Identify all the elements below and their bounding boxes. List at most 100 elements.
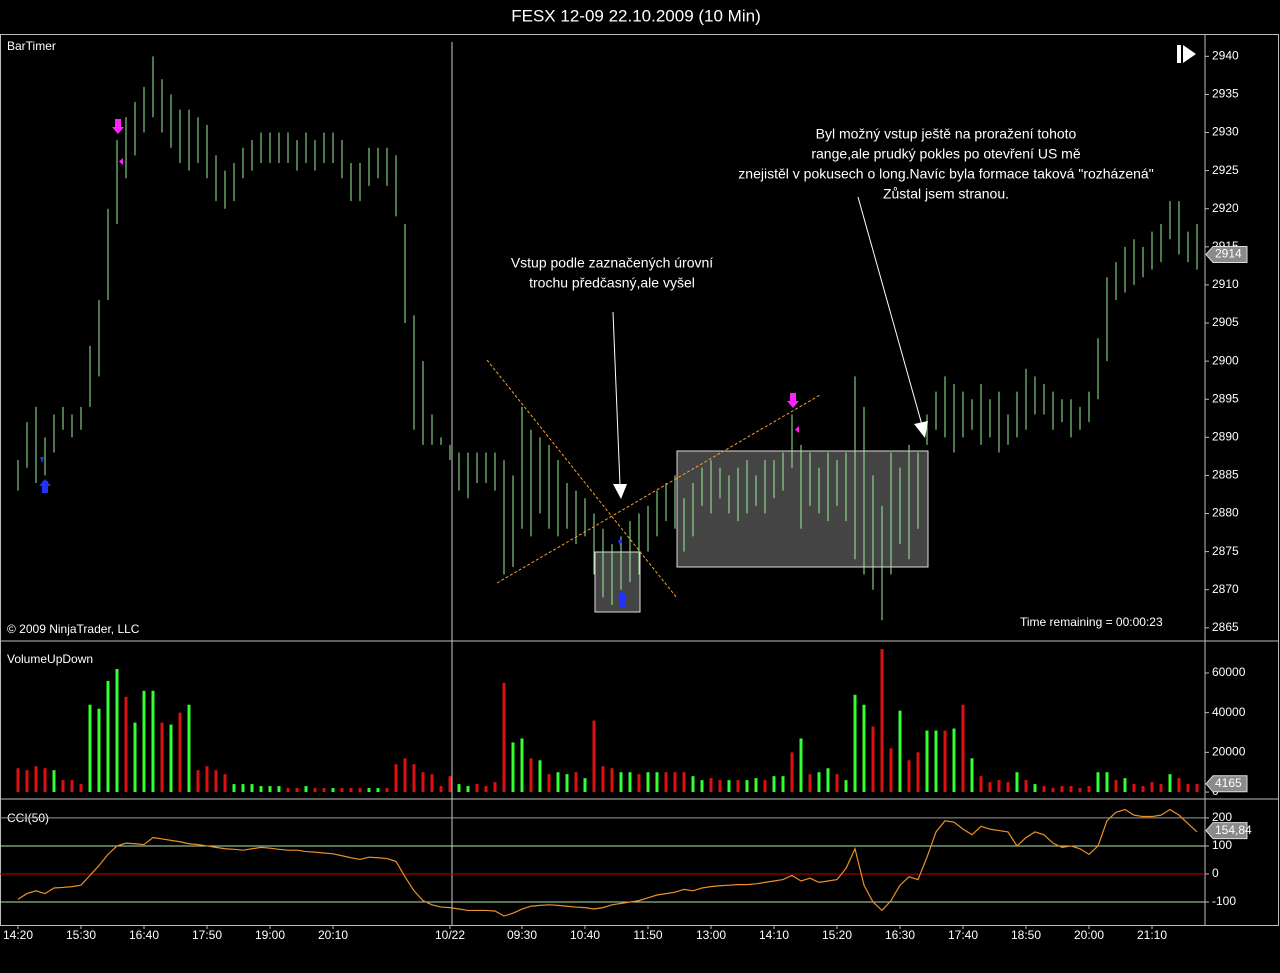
volume-bar [547,774,551,793]
volume-bar [1087,786,1091,793]
volume-bar [1024,780,1028,793]
volume-bar [691,776,695,793]
y-tick-label: 2920 [1212,201,1239,215]
y-tick-label: 2940 [1212,49,1239,63]
volume-bar [169,724,173,793]
volume-bar [718,780,722,793]
volume-bar [1141,786,1145,793]
x-tick-label: 09:30 [507,928,537,942]
volume-bar [754,778,758,793]
scroll-end-button[interactable] [1183,45,1196,63]
range-box [676,450,929,568]
y-tick-label: 2875 [1212,544,1239,558]
marks: 2865 2870 2875 2880 2885 2890 2895 2900 2905 2910… [0,49,1252,942]
volume-bar [592,720,596,793]
volume-bar [907,760,911,793]
volume-bar [376,788,380,793]
volume-bar [1006,782,1010,793]
volume-bar [889,748,893,793]
arrowhead [613,484,627,499]
volume-bar [52,770,56,793]
volume-bar [277,786,281,793]
last-value-box [1205,245,1248,263]
volume-bar [214,770,218,793]
x-tick-label: 10:40 [570,928,600,942]
annotation-text: znejistěl v pokusech o long.Navíc byla f… [738,166,1153,182]
x-tick-label: 21:10 [1137,928,1167,942]
volume-bar [565,774,569,793]
volume-bar [601,766,605,793]
annotation-arrow [612,311,621,486]
volume-bar [1150,782,1154,793]
y-tick-label: 2905 [1212,315,1239,329]
x-tick-label: 16:30 [885,928,915,942]
volume-bar [988,782,992,793]
volume-bar [1096,772,1100,793]
y-tick-label: 2895 [1212,391,1239,405]
volume-bar [430,774,434,793]
x-tick-label: 10/22 [435,928,465,942]
volume-bar [1132,784,1136,793]
volume-bar [1015,772,1019,793]
volume-bar [871,726,875,793]
y-tick-label: 2880 [1212,506,1239,520]
annotation-text: range,ale prudký pokles po otevření US m… [811,146,1080,162]
last-value-label: 154,84 [1215,823,1252,837]
volume-bar [610,768,614,793]
exit-marker [795,426,799,433]
volume-bar [16,768,20,793]
volume-bar [853,694,857,793]
y-tick-label: 100 [1212,838,1232,852]
volume-bar [727,780,731,793]
x-tick-label: 17:40 [948,928,978,942]
y-tick-label: 2935 [1212,87,1239,101]
volume-bar [88,704,92,793]
y-tick-label: 2865 [1212,620,1239,634]
volume-bar [25,770,29,793]
volume-bar [880,649,884,793]
volume-bar [529,758,533,793]
panel-label: BarTimer [7,39,56,53]
volume-bar [1033,784,1037,793]
volume-bar [421,772,425,793]
volume-bar [367,788,371,793]
volume-bar [466,786,470,793]
volume-bar [511,742,515,793]
cci-line [17,808,1198,917]
panel-label: VolumeUpDown [7,652,93,666]
volume-bar [772,776,776,793]
volume-bar [1186,784,1190,793]
volume-bar [115,668,119,793]
last-value-box [1205,822,1248,840]
y-tick-label: 2930 [1212,125,1239,139]
y-tick-label: 20000 [1212,745,1246,759]
volume-bar [79,784,83,793]
volume-bar [313,788,317,793]
annotation-text: trochu předčasný,ale vyšel [529,275,695,291]
volume-bar [781,776,785,793]
volume-bar [34,766,38,793]
volume-bar [475,784,479,793]
exit-marker [40,457,44,463]
volume-bar [556,772,560,793]
volume-bar [124,696,128,793]
trend-line [486,359,678,599]
volume-bar [925,730,929,793]
x-tick-label: 14:20 [3,928,33,942]
frame [0,34,1279,926]
volume-bar [97,708,101,793]
y-tick-label: 2870 [1212,582,1239,596]
y-tick-label: 200 [1212,810,1232,824]
sell-arrow [115,119,121,128]
volume-bar [178,712,182,793]
volume-bar [682,772,686,793]
volume-bar [790,752,794,793]
y-tick-label: -100 [1212,894,1236,908]
volume-bar [844,780,848,793]
x-tick-label: 19:00 [255,928,285,942]
scroll-end-button[interactable] [1177,45,1181,63]
y-tick-label: 2925 [1212,163,1239,177]
volume-bar [538,760,542,793]
x-tick-label: 16:40 [129,928,159,942]
volume-bar [160,722,164,793]
